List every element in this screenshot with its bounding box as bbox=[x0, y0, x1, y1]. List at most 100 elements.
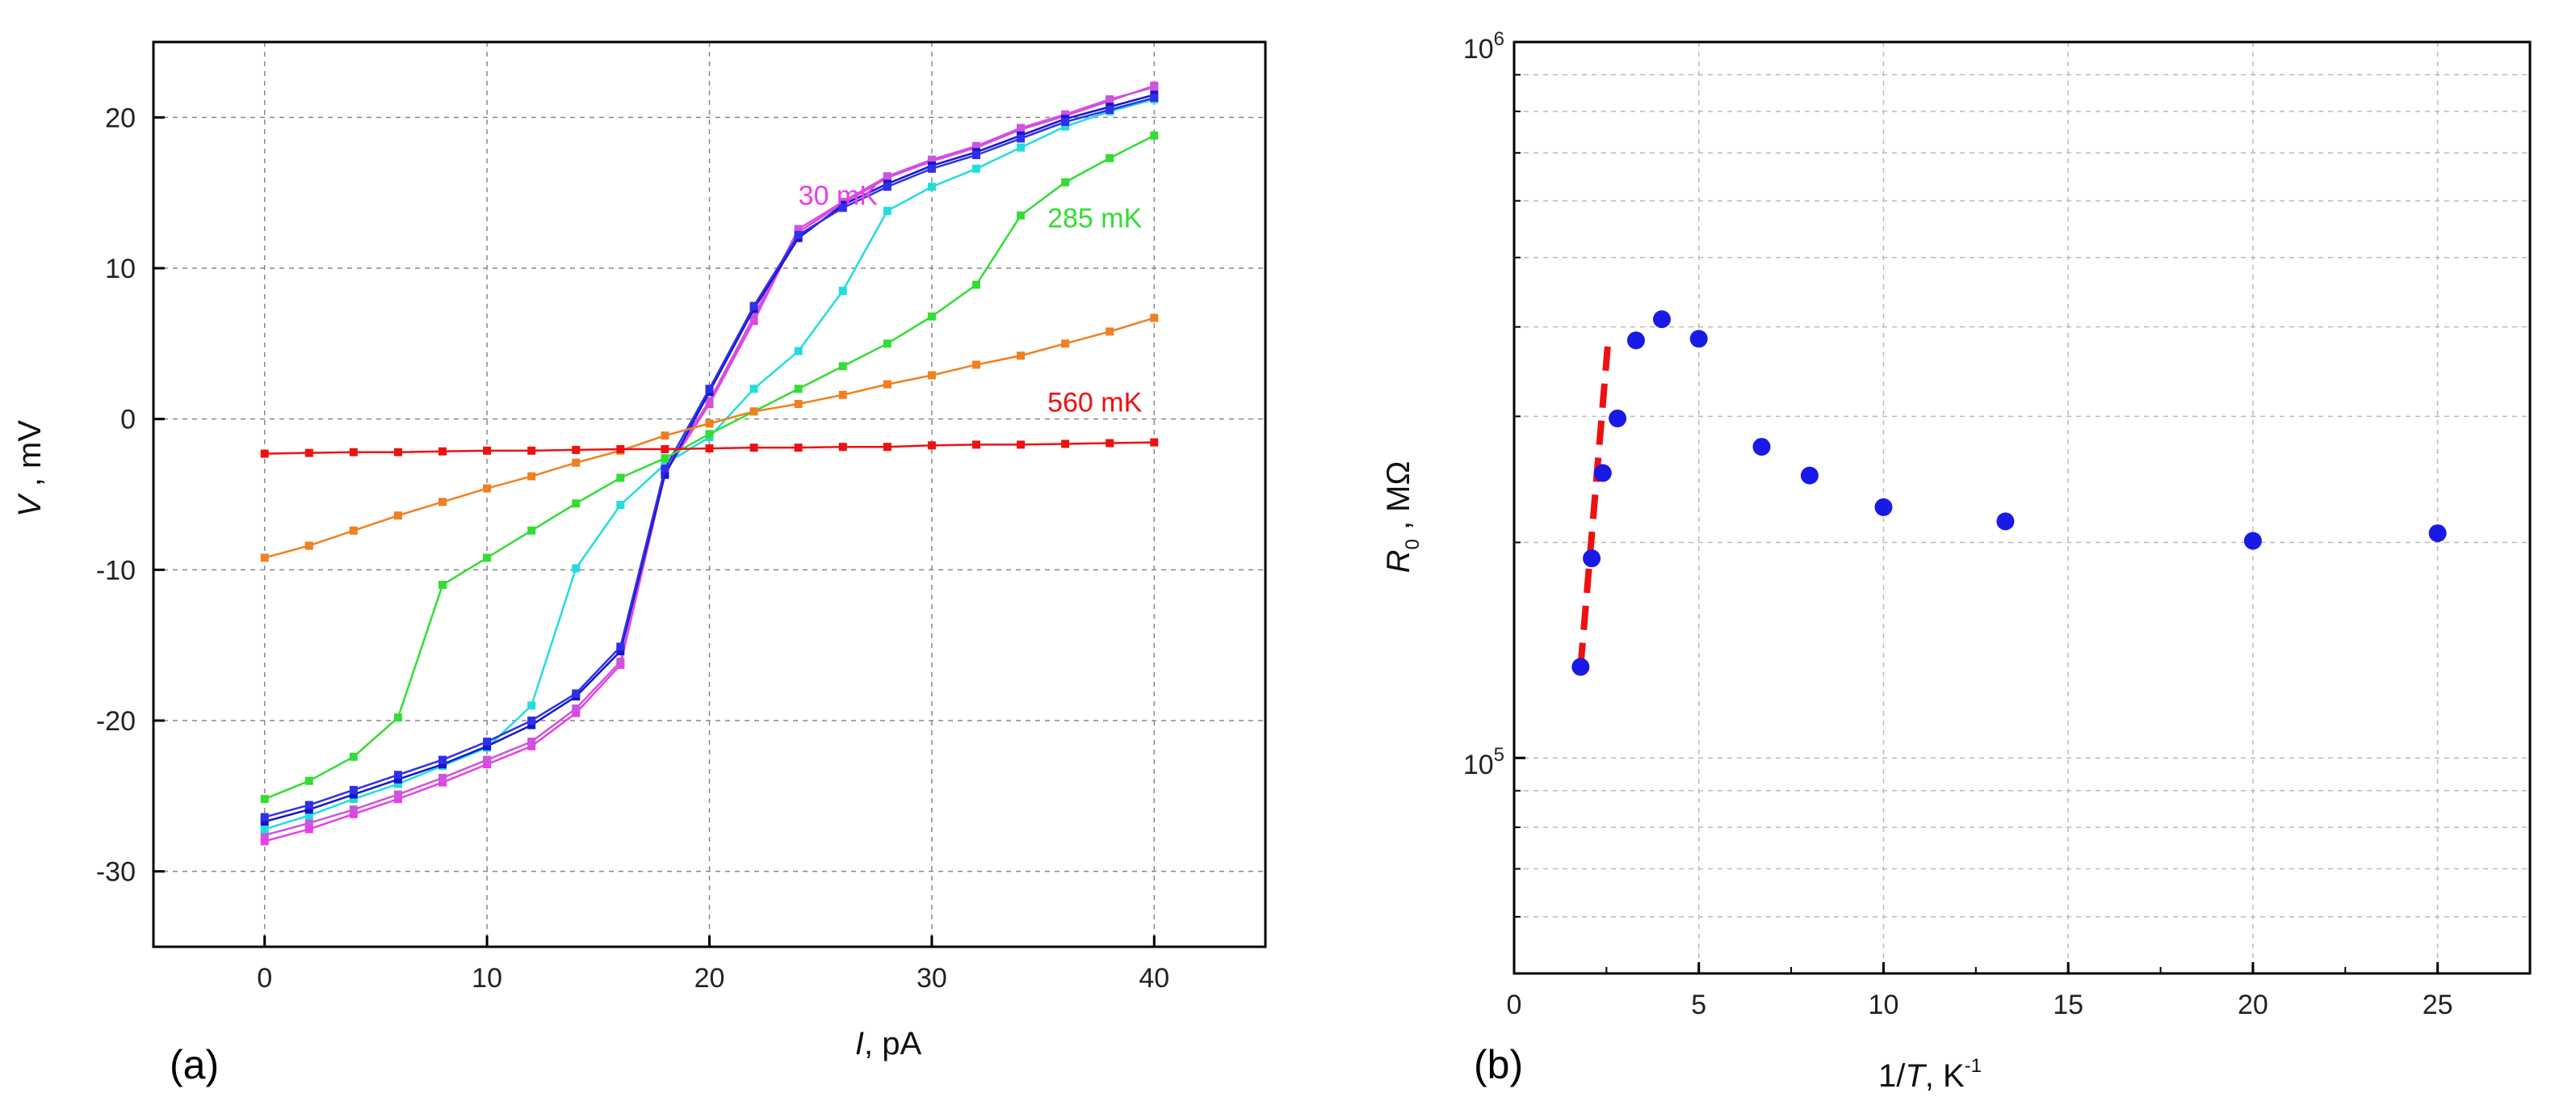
data-point bbox=[1061, 117, 1070, 126]
fit-line bbox=[1577, 338, 1612, 667]
data-point bbox=[483, 755, 492, 764]
data-point bbox=[304, 448, 313, 457]
y-tick-label: -30 bbox=[96, 857, 136, 888]
data-point bbox=[527, 446, 536, 455]
data-point bbox=[527, 721, 536, 729]
series-b bbox=[1571, 310, 2447, 676]
data-point bbox=[616, 473, 625, 482]
data-point bbox=[1105, 153, 1114, 162]
data-point bbox=[1017, 124, 1026, 132]
series-annotation: 560 mK bbox=[1047, 387, 1142, 418]
data-point bbox=[304, 541, 313, 550]
x-tick-label: 40 bbox=[1139, 963, 1169, 994]
series-orange bbox=[260, 313, 1159, 562]
data-point bbox=[971, 360, 980, 369]
data-point bbox=[349, 805, 358, 814]
data-point bbox=[483, 446, 492, 455]
data-point bbox=[304, 811, 313, 820]
annotations-a: 30 mK 285 mK 560 mK bbox=[799, 181, 1143, 418]
grid-b bbox=[1513, 41, 2530, 974]
data-point bbox=[393, 775, 402, 784]
grid-a bbox=[153, 42, 1265, 947]
data-point bbox=[260, 553, 269, 562]
data-point bbox=[794, 225, 803, 233]
data-point bbox=[393, 780, 402, 788]
data-point bbox=[749, 312, 758, 321]
data-point bbox=[971, 164, 980, 173]
data-point bbox=[1996, 512, 2015, 531]
y-tick-label: 20 bbox=[105, 103, 136, 133]
series-line bbox=[264, 96, 1155, 818]
data-point bbox=[705, 385, 714, 393]
data-point bbox=[260, 795, 269, 804]
data-point bbox=[260, 825, 269, 834]
data-point bbox=[1150, 131, 1159, 140]
data-point bbox=[349, 526, 358, 535]
ticks-b: 0 5 10 15 20 25 105 106 bbox=[1463, 28, 2453, 1020]
data-point bbox=[527, 526, 536, 535]
data-point bbox=[927, 312, 936, 321]
data-point bbox=[705, 397, 714, 406]
data-point bbox=[749, 301, 758, 310]
data-point bbox=[1874, 498, 1893, 516]
plot-frame-b bbox=[1512, 40, 2532, 975]
data-point bbox=[393, 448, 402, 456]
data-point bbox=[794, 385, 803, 393]
data-point bbox=[927, 183, 936, 191]
data-point bbox=[349, 752, 358, 761]
data-point bbox=[2428, 524, 2447, 543]
series-line bbox=[264, 134, 1155, 801]
x-tick-label: 0 bbox=[1507, 990, 1522, 1020]
data-point bbox=[438, 498, 447, 507]
data-point bbox=[794, 230, 803, 239]
x-tick-label: 5 bbox=[1691, 990, 1706, 1020]
data-point bbox=[304, 805, 313, 814]
data-point bbox=[661, 470, 669, 479]
data-point bbox=[1061, 110, 1070, 119]
data-point bbox=[1593, 464, 1612, 482]
data-point bbox=[971, 141, 980, 150]
data-point bbox=[483, 553, 492, 562]
series-a bbox=[260, 82, 1159, 846]
series-magenta-2 bbox=[260, 83, 1159, 839]
x-axis-label-a: I, pA bbox=[855, 1026, 922, 1061]
data-point bbox=[527, 742, 536, 750]
y-tick-label: 105 bbox=[1463, 744, 1504, 780]
data-point bbox=[572, 704, 581, 713]
data-point bbox=[2243, 532, 2262, 550]
data-point bbox=[883, 380, 892, 389]
data-point bbox=[260, 830, 269, 839]
x-tick-label: 30 bbox=[917, 963, 947, 994]
data-point bbox=[304, 801, 313, 809]
data-point bbox=[883, 443, 892, 452]
data-point bbox=[527, 738, 536, 746]
data-point bbox=[527, 717, 536, 725]
data-point bbox=[883, 183, 892, 191]
data-point bbox=[838, 443, 847, 452]
series-red bbox=[260, 438, 1159, 458]
data-point bbox=[1800, 466, 1819, 485]
data-point bbox=[1017, 440, 1026, 449]
data-point bbox=[971, 280, 980, 289]
data-point bbox=[572, 458, 581, 467]
data-point bbox=[304, 825, 313, 834]
data-point bbox=[927, 155, 936, 164]
series-R0 bbox=[1571, 310, 2447, 676]
y-tick-label: 106 bbox=[1463, 28, 1504, 65]
data-point bbox=[1752, 438, 1771, 456]
data-point bbox=[1105, 106, 1114, 114]
data-point bbox=[838, 390, 847, 399]
data-point bbox=[705, 430, 714, 439]
data-point bbox=[971, 440, 980, 449]
data-point bbox=[794, 443, 803, 452]
x-tick-label: 10 bbox=[1869, 990, 1899, 1020]
data-point bbox=[527, 472, 536, 481]
data-point bbox=[616, 445, 625, 453]
data-point bbox=[1017, 211, 1026, 220]
data-point bbox=[838, 204, 847, 212]
data-point bbox=[927, 371, 936, 380]
data-point bbox=[1652, 310, 1671, 329]
data-point bbox=[883, 339, 892, 348]
x-tick-label: 10 bbox=[472, 963, 502, 994]
series-annotation: 30 mK bbox=[799, 181, 879, 212]
